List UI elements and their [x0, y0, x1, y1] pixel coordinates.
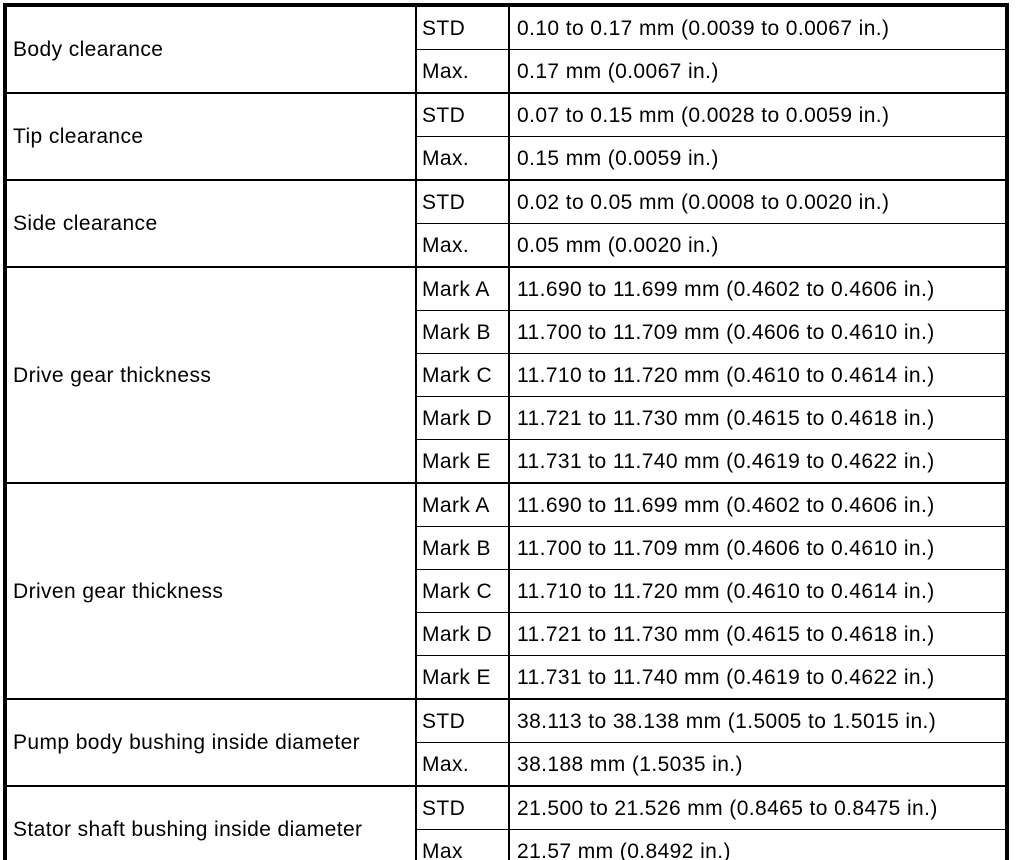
table-row: Max 21.57 mm (0.8492 in.) — [5, 829, 1008, 860]
condition-cell: STD — [415, 179, 510, 224]
table-row: Mark B 11.700 to 11.709 mm (0.4606 to 0.4… — [5, 526, 1008, 570]
condition-cell: Mark C — [415, 353, 510, 397]
table-row: Max. 38.188 mm (1.5035 in.) — [5, 742, 1008, 787]
value-cell: 0.15 mm (0.0059 in.) — [508, 136, 1008, 181]
condition-cell: Mark E — [415, 439, 510, 484]
condition-cell: Max. — [415, 742, 510, 787]
condition-cell: Mark A — [415, 482, 510, 527]
table-row: Mark B 11.700 to 11.709 mm (0.4606 to 0.4… — [5, 310, 1008, 354]
parameter-cell: Stator shaft bushing inside diameter — [4, 785, 417, 860]
parameter-cell: Side clearance — [4, 179, 417, 268]
condition-cell: Max. — [415, 49, 510, 94]
parameter-cell: Tip clearance — [4, 92, 417, 181]
table-row: Max. 0.15 mm (0.0059 in.) — [5, 136, 1008, 181]
value-cell: 11.700 to 11.709 mm (0.4606 to 0.4610 in… — [508, 310, 1008, 354]
table-row: Mark D 11.721 to 11.730 mm (0.4615 to 0.4… — [5, 396, 1008, 440]
table-row: Pump body bushing inside diameter STD 38.1… — [4, 698, 1008, 787]
condition-cell: STD — [415, 785, 510, 830]
value-cell: 0.10 to 0.17 mm (0.0039 to 0.0067 in.) — [508, 4, 1008, 50]
parameter-cell: Pump body bushing inside diameter — [4, 698, 417, 787]
table-row: Stator shaft bushing inside diameter STD 2… — [4, 785, 1008, 860]
value-cell: 21.57 mm (0.8492 in.) — [508, 829, 1008, 860]
value-cell: 11.731 to 11.740 mm (0.4619 to 0.4622 in… — [508, 439, 1008, 484]
condition-cell: Max. — [415, 136, 510, 181]
spec-table-body: Body clearance STD 0.10 to 0.17 mm (0.0039… — [4, 4, 1008, 860]
condition-cell: Max — [415, 829, 510, 860]
value-cell: 38.113 to 38.138 mm (1.5005 to 1.5015 in… — [508, 698, 1008, 743]
spec-table: Body clearance STD 0.10 to 0.17 mm (0.0039… — [3, 3, 1009, 860]
condition-cell: Mark E — [415, 655, 510, 700]
value-cell: 0.02 to 0.05 mm (0.0008 to 0.0020 in.) — [508, 179, 1008, 224]
value-cell: 11.710 to 11.720 mm (0.4610 to 0.4614 in… — [508, 569, 1008, 613]
value-cell: 11.690 to 11.699 mm (0.4602 to 0.4606 in… — [508, 482, 1008, 527]
table-row: Mark D 11.721 to 11.730 mm (0.4615 to 0.4… — [5, 612, 1008, 656]
table-row: Driven gear thickness Mark A 11.690 to 11.… — [4, 482, 1008, 700]
table-row: Max. 0.17 mm (0.0067 in.) — [5, 49, 1008, 94]
value-cell: 11.721 to 11.730 mm (0.4615 to 0.4618 in… — [508, 612, 1008, 656]
value-cell: 0.07 to 0.15 mm (0.0028 to 0.0059 in.) — [508, 92, 1008, 137]
table-row: Drive gear thickness Mark A 11.690 to 11.6… — [4, 266, 1008, 484]
condition-cell: STD — [415, 92, 510, 137]
condition-cell: Max. — [415, 223, 510, 268]
condition-cell: Mark B — [415, 526, 510, 570]
value-cell: 0.05 mm (0.0020 in.) — [508, 223, 1008, 268]
parameter-cell: Driven gear thickness — [4, 482, 417, 700]
value-cell: 11.690 to 11.699 mm (0.4602 to 0.4606 in… — [508, 266, 1008, 311]
condition-cell: Mark D — [415, 612, 510, 656]
table-row: Body clearance STD 0.10 to 0.17 mm (0.0039… — [4, 4, 1008, 94]
value-cell: 11.700 to 11.709 mm (0.4606 to 0.4610 in… — [508, 526, 1008, 570]
condition-cell: STD — [415, 4, 510, 50]
table-row: Mark E 11.731 to 11.740 mm (0.4619 to 0.4… — [5, 439, 1008, 484]
value-cell: 11.731 to 11.740 mm (0.4619 to 0.4622 in… — [508, 655, 1008, 700]
value-cell: 21.500 to 21.526 mm (0.8465 to 0.8475 in… — [508, 785, 1008, 830]
value-cell: 11.710 to 11.720 mm (0.4610 to 0.4614 in… — [508, 353, 1008, 397]
table-row: Mark E 11.731 to 11.740 mm (0.4619 to 0.4… — [5, 655, 1008, 700]
condition-cell: Mark A — [415, 266, 510, 311]
condition-cell: Mark B — [415, 310, 510, 354]
value-cell: 0.17 mm (0.0067 in.) — [508, 49, 1008, 94]
table-row: Tip clearance STD 0.07 to 0.15 mm (0.0028 … — [4, 92, 1008, 181]
condition-cell: STD — [415, 698, 510, 743]
table-row: Side clearance STD 0.02 to 0.05 mm (0.0008… — [4, 179, 1008, 268]
condition-cell: Mark C — [415, 569, 510, 613]
condition-cell: Mark D — [415, 396, 510, 440]
value-cell: 11.721 to 11.730 mm (0.4615 to 0.4618 in… — [508, 396, 1008, 440]
parameter-cell: Body clearance — [4, 4, 417, 94]
table-row: Max. 0.05 mm (0.0020 in.) — [5, 223, 1008, 268]
parameter-cell: Drive gear thickness — [4, 266, 417, 484]
table-row: Mark C 11.710 to 11.720 mm (0.4610 to 0.4… — [5, 353, 1008, 397]
value-cell: 38.188 mm (1.5035 in.) — [508, 742, 1008, 787]
